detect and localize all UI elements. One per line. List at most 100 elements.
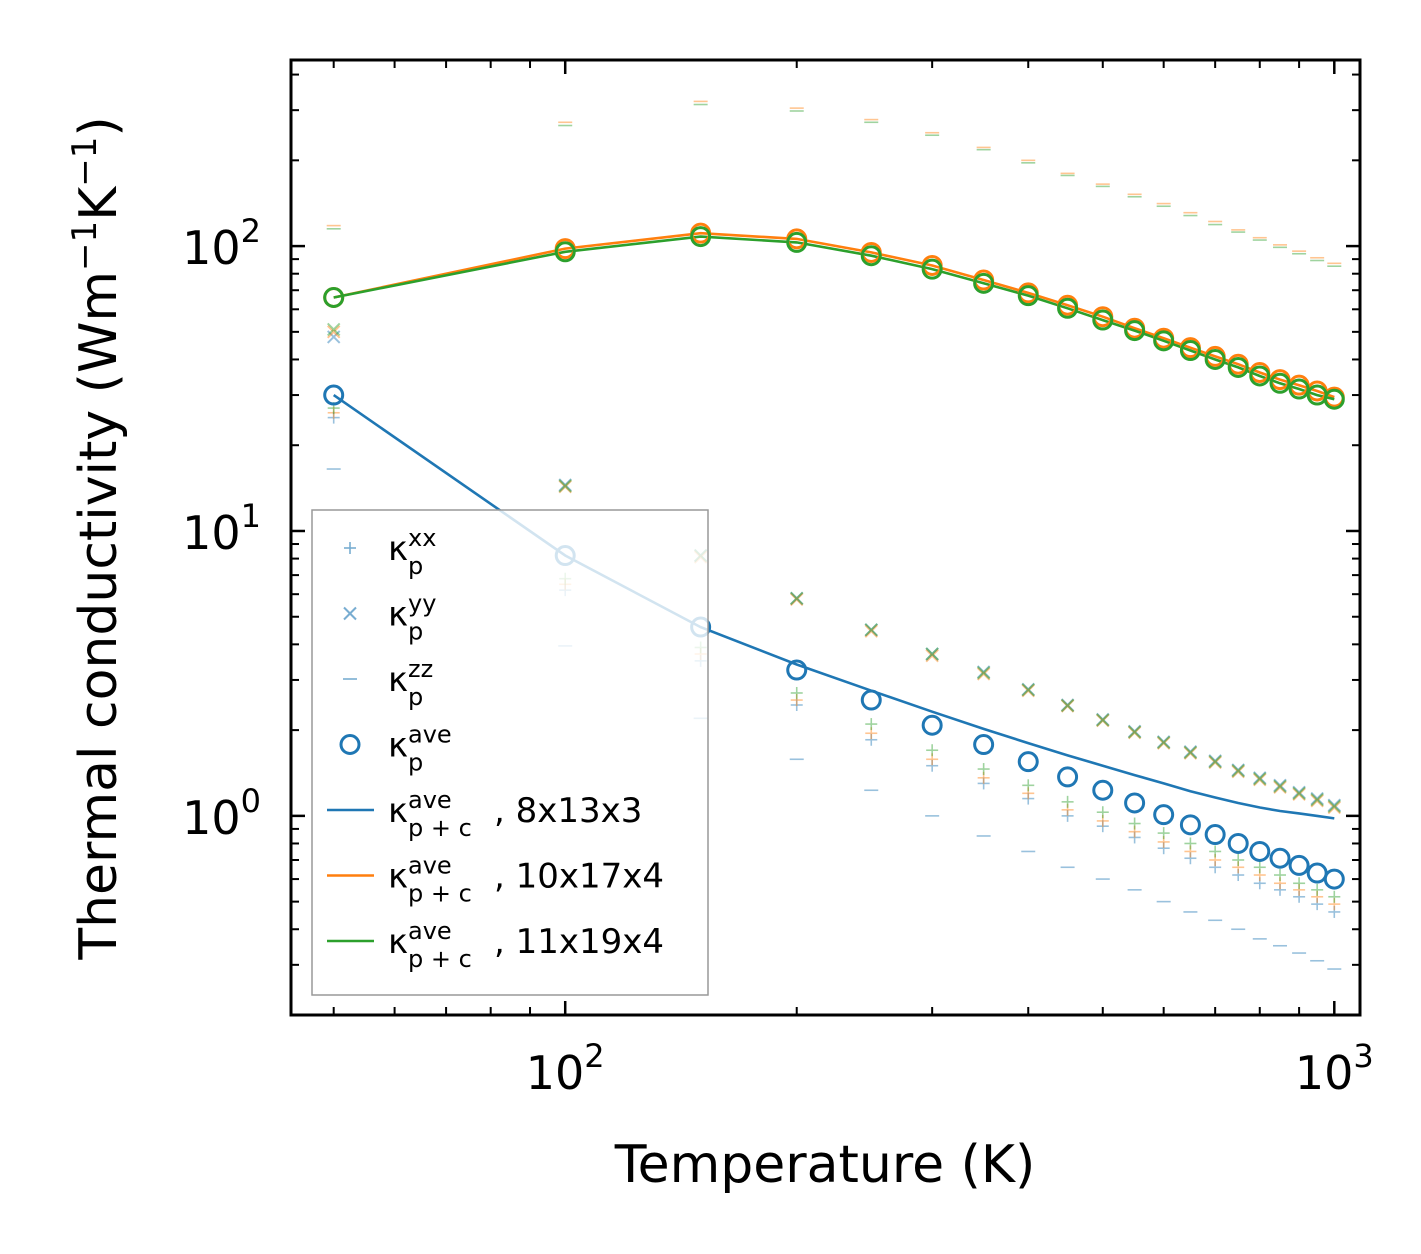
data-point-yy-a xyxy=(326,322,341,337)
data-point-yy-a xyxy=(1096,712,1110,727)
data-point-yy-b xyxy=(1156,735,1171,749)
data-point-yy-a xyxy=(1273,779,1287,794)
series-yy-0 xyxy=(326,330,1342,812)
data-point-yy-b xyxy=(1327,800,1342,815)
tick-exp: 2 xyxy=(241,212,261,250)
data-point-yy-a xyxy=(1273,778,1287,793)
legend-entry: κzz p xyxy=(343,655,433,711)
legend-sup: xx xyxy=(408,524,436,552)
data-point-yy-b xyxy=(1231,764,1245,778)
data-point-xx xyxy=(1328,890,1341,903)
legend-sub: p xyxy=(408,618,423,646)
data-point-yy-a xyxy=(1231,763,1245,777)
data-point-ave xyxy=(1227,832,1249,854)
data-point-yy-b xyxy=(864,623,878,637)
data-point-ave xyxy=(786,231,808,253)
data-point-ave xyxy=(860,245,882,267)
data-point-yy-b xyxy=(1253,772,1267,787)
tick-base: 10 xyxy=(182,221,241,275)
data-point-xx xyxy=(1274,869,1287,882)
data-point-yy-a xyxy=(1060,698,1075,712)
data-point-yy xyxy=(1292,785,1306,799)
data-point-yy-a xyxy=(1310,792,1324,807)
legend-label: κave p + c , 10x17x4 xyxy=(388,852,664,908)
legend-kappa: κ xyxy=(388,791,408,831)
data-point-yy-a xyxy=(1273,780,1287,794)
data-point-yy-a xyxy=(790,592,804,607)
data-point-xx xyxy=(1328,905,1341,918)
plot-frame xyxy=(289,58,1362,1017)
data-point-yy-a xyxy=(1292,785,1306,799)
data-point-xx xyxy=(1096,806,1109,819)
data-point-xx xyxy=(327,411,340,424)
data-point-yy-b xyxy=(558,480,572,494)
data-point-yy-b xyxy=(1183,744,1198,759)
data-point-yy-b xyxy=(925,648,939,663)
data-point-xx xyxy=(1293,877,1306,890)
data-point-ave xyxy=(1288,854,1310,876)
data-point-yy-a xyxy=(1327,799,1342,814)
data-point-yy-a xyxy=(1253,772,1267,786)
y-tick-label: 100 xyxy=(182,782,261,845)
legend-sub: p + c xyxy=(408,945,472,973)
legend-sup: ave xyxy=(408,786,452,814)
data-point-ave xyxy=(973,734,995,756)
data-point-yy-a xyxy=(790,591,804,606)
data-point-ave xyxy=(786,659,808,681)
data-point-xx xyxy=(1274,877,1287,890)
series-ave-2 xyxy=(323,226,1345,410)
data-point-xx xyxy=(790,694,803,707)
series-line xyxy=(333,231,1335,399)
data-point-ave xyxy=(323,384,345,406)
data-point-yy xyxy=(790,592,804,607)
data-point-xx xyxy=(1157,827,1170,840)
data-point-yy xyxy=(326,325,341,339)
data-point-yy xyxy=(1183,745,1198,760)
data-point-ave xyxy=(1249,840,1271,862)
data-point-xx xyxy=(926,759,939,772)
data-point-xx xyxy=(865,727,878,740)
data-point-yy xyxy=(976,666,991,680)
data-point-xx xyxy=(1328,898,1341,911)
data-point-yy-a xyxy=(1183,745,1198,760)
tick-base: 10 xyxy=(526,1046,585,1100)
data-point-yy xyxy=(558,478,572,492)
data-point-yy-a xyxy=(925,647,939,661)
data-point-yy xyxy=(558,480,572,494)
data-point-xx xyxy=(1022,779,1035,792)
legend-label: κave p xyxy=(388,721,452,777)
data-point-yy-a xyxy=(1127,724,1142,739)
tick-exp: 2 xyxy=(584,1037,604,1075)
data-point-xx xyxy=(1253,877,1266,890)
data-point-ave xyxy=(921,714,943,736)
data-point-yy-a xyxy=(1060,699,1075,713)
data-point-yy xyxy=(1183,744,1198,759)
data-point-xx xyxy=(1209,845,1222,858)
data-point-xx xyxy=(790,686,803,699)
data-point-xx xyxy=(977,777,990,790)
data-point-xx xyxy=(1209,861,1222,874)
data-point-yy-b xyxy=(1096,712,1110,727)
data-point-xx xyxy=(1128,831,1141,844)
data-point-yy-a xyxy=(326,330,341,344)
legend-label: κyy p xyxy=(388,590,436,646)
data-point-xx xyxy=(1061,809,1074,822)
data-point-xx xyxy=(1274,883,1287,896)
data-point-yy-a xyxy=(1292,787,1306,802)
data-point-yy xyxy=(925,647,939,661)
data-point-yy xyxy=(1253,771,1267,785)
data-point-ave xyxy=(1092,309,1114,331)
legend-label: κave p + c , 8x13x3 xyxy=(388,786,642,842)
legend-entry: κave p xyxy=(339,721,452,777)
data-point-yy-a xyxy=(1096,713,1110,728)
legend-entry: κave p + c , 11x19x4 xyxy=(327,917,664,973)
data-point-yy-b xyxy=(1253,771,1267,785)
legend-text: , 8x13x3 xyxy=(494,791,642,831)
data-point-yy xyxy=(558,479,572,493)
legend-sup: ave xyxy=(408,852,452,880)
series-line xyxy=(333,235,1335,401)
data-point-yy xyxy=(1060,698,1075,713)
data-point-yy-a xyxy=(558,479,572,493)
data-point-xx xyxy=(1061,795,1074,808)
